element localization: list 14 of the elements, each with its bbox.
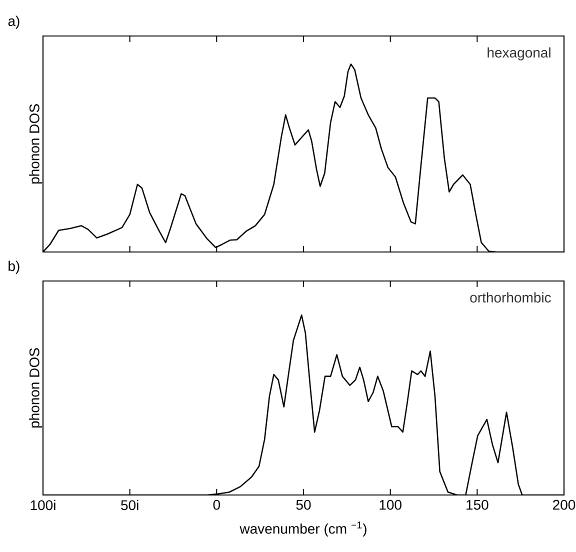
x-tick-label: 50 [296, 500, 311, 510]
x-tick-label: 150 [466, 500, 488, 510]
text: hexagonal [488, 47, 550, 60]
chart-title: b) [8, 260, 20, 274]
chart-title: a) [8, 16, 20, 29]
x-tick-label: 100i [30, 500, 56, 510]
x-axis-title: wavenumber (cm $^{−1}$) [240, 522, 366, 537]
x-tick-label: 0 [213, 500, 220, 510]
x-tick-label: 200 [553, 500, 576, 510]
y-axis-title: phonon DOS [29, 104, 42, 184]
text: orthorhombic [470, 292, 551, 303]
x-tick-label: 50i [121, 500, 138, 510]
y-axis-title: phonon DOS [29, 348, 42, 428]
x-tick-label: 100 [380, 500, 402, 510]
